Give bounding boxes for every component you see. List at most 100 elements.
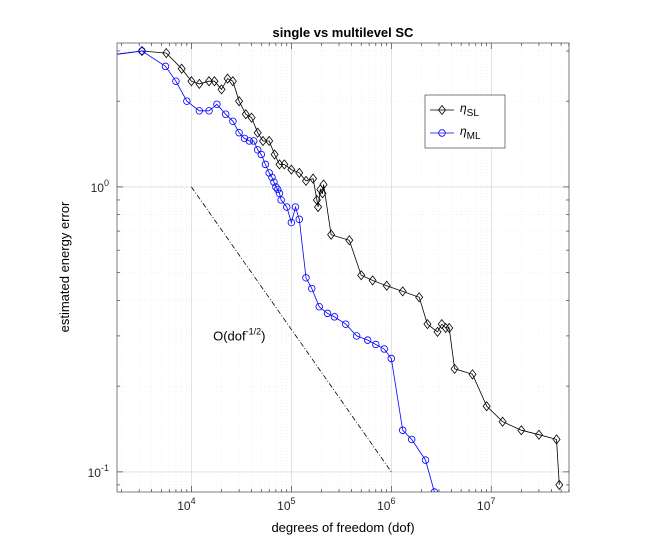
data-point-ml: [283, 203, 291, 211]
data-point-sl: [314, 201, 323, 213]
data-point-sl: [177, 63, 186, 74]
data-point-sl: [423, 318, 432, 330]
data-point-sl: [295, 167, 304, 179]
data-point-sl: [318, 188, 327, 199]
data-point-sl: [437, 318, 446, 330]
x-tick-exponent: 4: [191, 496, 196, 506]
data-point-ml: [421, 456, 430, 464]
slope-annotation-tail: ): [261, 328, 265, 343]
legend-marker: [437, 104, 447, 116]
data-point-ml: [291, 203, 300, 211]
slope-annotation-exponent: -1/2: [246, 326, 262, 336]
legend-marker: [438, 129, 446, 137]
data-point-ml: [315, 302, 323, 311]
x-tick-exponent: 7: [490, 496, 495, 506]
data-point-sl: [280, 159, 289, 170]
data-point-ml: [205, 107, 213, 115]
data-point-ml: [295, 215, 303, 223]
data-point-sl: [210, 76, 219, 87]
data-point-sl: [357, 270, 366, 281]
data-point-ml: [257, 150, 265, 159]
data-point-ml: [240, 134, 249, 143]
x-tick-exponent: 6: [390, 496, 395, 506]
data-point-ml: [380, 345, 388, 353]
x-tick-exponent: 5: [291, 496, 296, 506]
data-point-ml: [229, 117, 237, 125]
data-point-ml: [352, 332, 361, 340]
data-point-ml: [270, 178, 278, 186]
data-point-sl: [468, 369, 477, 380]
data-point-ml: [308, 284, 316, 293]
data-point-sl: [441, 322, 450, 334]
series-2: [191, 186, 392, 473]
data-point-sl: [319, 179, 328, 190]
data-point-ml: [235, 129, 243, 137]
axis-ticks: [117, 43, 570, 492]
data-point-ml: [272, 183, 280, 191]
data-point-sl: [555, 479, 564, 491]
legend-box: [424, 94, 506, 149]
data-point-ml: [342, 320, 350, 328]
data-point-sl: [162, 47, 171, 59]
data-point-sl: [270, 149, 279, 160]
data-point-ml: [275, 189, 284, 197]
data-point-sl: [517, 425, 526, 436]
data-point-sl: [195, 78, 204, 90]
data-point-sl: [258, 135, 267, 147]
data-point-sl: [137, 45, 146, 57]
data-point-ml: [253, 146, 262, 154]
data-point-ml: [183, 97, 191, 105]
data-point-sl: [223, 73, 232, 84]
data-point-sl: [217, 84, 226, 95]
reference-line: [191, 186, 392, 473]
data-point-sl: [235, 96, 244, 107]
data-point-ml: [407, 435, 416, 444]
data-point-ml: [323, 309, 332, 318]
data-point-ml: [277, 196, 285, 204]
data-point-sl: [345, 235, 354, 246]
data-point-sl: [398, 286, 407, 297]
plot-box: [116, 42, 570, 493]
y-tick-exponent: -1: [101, 463, 109, 473]
chart-title: single vs multilevel SC: [273, 25, 414, 40]
data-point-ml: [172, 77, 180, 85]
data-point-sl: [433, 326, 442, 338]
data-point-ml: [302, 274, 310, 282]
y-axis-label: estimated energy error: [57, 201, 72, 332]
data-point-ml: [387, 354, 395, 363]
data-point-sl: [327, 229, 336, 240]
x-axis-label: degrees of freedom (dof): [271, 520, 414, 535]
data-point-sl: [287, 164, 296, 175]
series-1: [117, 47, 439, 492]
data-point-sl: [482, 401, 491, 412]
legend-label-subscript: SL: [467, 108, 480, 119]
legend-label-subscript: ML: [467, 131, 481, 142]
series-layer: [117, 45, 564, 492]
data-point-ml: [330, 313, 339, 321]
data-point-sl: [205, 76, 214, 87]
data-point-ml: [221, 110, 230, 118]
data-point-ml: [261, 160, 270, 169]
data-point-sl: [241, 109, 250, 120]
data-point-sl: [301, 175, 310, 187]
series-0: [117, 45, 564, 491]
data-point-sl: [265, 135, 274, 147]
data-point-ml: [430, 488, 439, 492]
data-point-sl: [445, 322, 454, 334]
data-point-ml: [195, 107, 204, 115]
grid-lines: [117, 43, 570, 492]
series-line: [117, 50, 436, 492]
data-point-ml: [268, 173, 276, 182]
data-point-sl: [552, 434, 561, 445]
data-point-ml: [398, 426, 407, 434]
data-point-ml: [245, 137, 254, 145]
data-point-sl: [534, 429, 543, 440]
data-point-sl: [382, 280, 391, 291]
data-point-sl: [253, 127, 262, 138]
data-point-ml: [287, 218, 296, 227]
data-point-ml: [363, 336, 372, 344]
data-point-sl: [247, 112, 256, 123]
data-point-sl: [498, 416, 507, 427]
